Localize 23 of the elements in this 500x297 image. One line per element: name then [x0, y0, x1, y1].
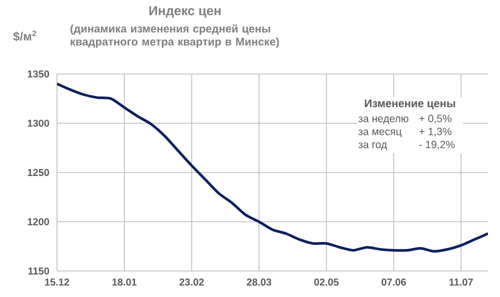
chart-subtitle: (динамика изменения средней цены квадратного метра квартир в Минске) — [70, 24, 279, 48]
annotation: за год — [358, 142, 387, 150]
x-tick-label: 15.12 — [45, 278, 70, 286]
x-tick-label: 11.07 — [449, 278, 473, 286]
annotation: за месяц — [358, 129, 402, 138]
x-tick-label: 28.03 — [246, 278, 272, 286]
annotation: + 1,3% — [419, 128, 452, 136]
annotation: за неделю — [358, 116, 408, 124]
y-tick-label: 1250 — [28, 168, 50, 176]
x-tick-label: 23.02 — [180, 278, 204, 286]
annotation: + 0,5% — [419, 114, 452, 124]
annotation: - 19,2% — [419, 140, 455, 150]
y-axis-title: $/м$^{2}$ — [13, 30, 36, 42]
line-series — [57, 82, 488, 253]
x-tick-label: 07.06 — [382, 278, 406, 286]
chart-title: Индекс цен — [149, 6, 221, 18]
y-tick-label: 1350 — [28, 70, 50, 78]
x-tick-label: 02.05 — [314, 278, 339, 286]
x-tick-label: 18.01 — [112, 278, 137, 286]
annotation: Изменение цены — [364, 100, 456, 110]
y-tick-label: 1300 — [28, 120, 50, 127]
y-tick-label: 1200 — [28, 218, 50, 226]
y-tick-label: 1150 — [28, 267, 50, 275]
